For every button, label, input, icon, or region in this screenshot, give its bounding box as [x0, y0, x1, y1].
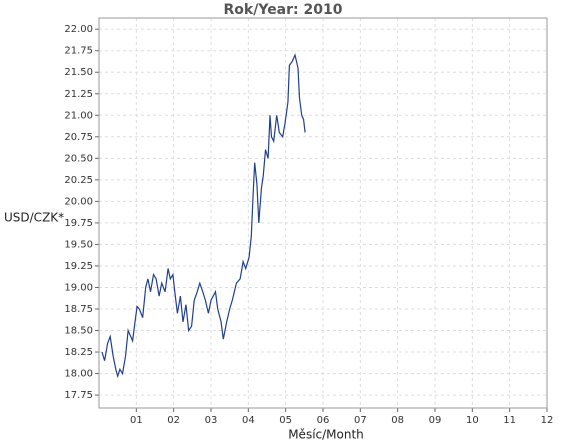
- y-tick-label: 19.75: [64, 218, 93, 229]
- y-tick-label: 17.75: [64, 390, 93, 401]
- y-tick-label: 20.75: [64, 132, 93, 143]
- plot-frame: [98, 17, 548, 409]
- x-tick-label: 01: [130, 415, 143, 426]
- y-axis-label: USD/CZK*: [4, 211, 64, 225]
- y-tick-label: 18.25: [64, 347, 93, 358]
- line-series: [101, 53, 306, 379]
- y-tick-label: 21.00: [64, 110, 93, 121]
- y-tick-label: 19.25: [64, 261, 93, 272]
- x-tick-label: 07: [354, 415, 367, 426]
- y-tick-label: 20.25: [64, 175, 93, 186]
- y-tick-label: 18.00: [64, 369, 93, 380]
- x-tick-label: 11: [503, 415, 516, 426]
- x-tick-label: 06: [317, 415, 330, 426]
- y-tick-label: 20.00: [64, 196, 93, 207]
- y-tick-label: 18.75: [64, 304, 93, 315]
- y-tick-label: 22.00: [64, 24, 93, 35]
- x-axis-label: Měsíc/Month: [288, 428, 364, 442]
- y-tick-label: 18.50: [64, 326, 93, 337]
- y-tick-label: 21.75: [64, 46, 93, 57]
- x-tick-label: 08: [391, 415, 404, 426]
- x-tick-label: 03: [205, 415, 218, 426]
- x-tick-label: 02: [167, 415, 180, 426]
- x-tick-label: 05: [279, 415, 292, 426]
- x-tick-label: 09: [429, 415, 442, 426]
- y-tick-label: 21.50: [64, 67, 93, 78]
- chart-title: Rok/Year: 2010: [224, 2, 343, 18]
- y-tick-label: 21.25: [64, 89, 93, 100]
- y-tick-label: 19.50: [64, 239, 93, 250]
- y-tick-label: 19.00: [64, 282, 93, 293]
- y-tick-label: 20.50: [64, 153, 93, 164]
- x-tick-label: 10: [466, 415, 479, 426]
- x-tick-label: 04: [242, 415, 255, 426]
- x-tick-label: 12: [541, 415, 554, 426]
